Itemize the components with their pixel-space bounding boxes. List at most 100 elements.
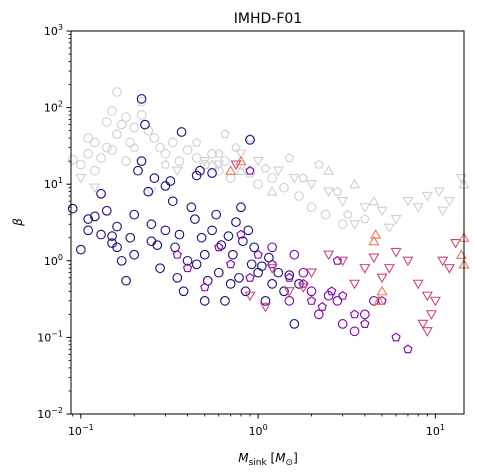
data-point xyxy=(443,197,455,207)
data-point xyxy=(289,319,300,329)
data-point xyxy=(390,214,402,225)
data-point xyxy=(313,309,324,320)
data-point xyxy=(317,302,327,311)
data-point xyxy=(116,255,127,266)
data-point xyxy=(129,122,140,133)
data-point xyxy=(83,148,94,159)
tick-label: 10−1 xyxy=(68,423,94,438)
data-point xyxy=(323,250,335,261)
data-point xyxy=(96,229,106,240)
data-point xyxy=(237,236,248,247)
data-point xyxy=(96,188,106,199)
data-point xyxy=(220,129,230,139)
data-point xyxy=(306,286,317,297)
data-point xyxy=(253,249,263,259)
data-point xyxy=(213,160,225,171)
data-point xyxy=(172,272,183,283)
data-point xyxy=(155,142,165,153)
data-point xyxy=(402,197,414,207)
data-point xyxy=(245,134,255,145)
y-axis-title: β xyxy=(11,218,25,227)
data-point xyxy=(359,203,371,213)
data-point xyxy=(186,202,197,213)
data-point xyxy=(211,209,222,220)
data-point xyxy=(101,205,112,216)
data-point xyxy=(67,154,78,165)
data-point xyxy=(176,127,187,137)
data-point xyxy=(107,238,117,248)
data-point xyxy=(101,142,112,153)
data-point xyxy=(421,191,433,202)
data-point xyxy=(121,112,131,123)
tick-label: 102 xyxy=(44,100,63,115)
data-point xyxy=(298,267,309,278)
data-point xyxy=(249,242,260,253)
data-point xyxy=(298,173,309,183)
data-point xyxy=(349,220,361,230)
data-point xyxy=(298,278,309,288)
data-point xyxy=(155,263,165,274)
data-point xyxy=(376,273,388,284)
data-point xyxy=(136,96,147,107)
data-point xyxy=(253,179,263,190)
data-point xyxy=(368,253,380,264)
data-point xyxy=(231,142,241,152)
data-point xyxy=(260,163,271,173)
data-point xyxy=(279,182,289,193)
data-point xyxy=(368,235,380,246)
data-point xyxy=(90,137,100,148)
x-axis-title: Msink [M⊙] xyxy=(238,451,298,468)
tick-label: 100 xyxy=(44,253,63,268)
data-point xyxy=(359,264,371,274)
data-point xyxy=(360,214,370,224)
data-point xyxy=(337,319,348,329)
data-point xyxy=(421,291,433,302)
data-point xyxy=(267,173,278,183)
data-point xyxy=(220,296,230,306)
data-point xyxy=(231,217,241,227)
data-point xyxy=(112,221,122,232)
data-point xyxy=(260,296,271,306)
data-point xyxy=(235,165,247,175)
data-point xyxy=(240,286,251,297)
data-point xyxy=(450,238,462,249)
data-point xyxy=(90,211,100,222)
data-point xyxy=(178,286,189,297)
data-point xyxy=(437,206,449,217)
data-point xyxy=(174,156,185,166)
data-point xyxy=(266,264,278,274)
data-point xyxy=(146,219,157,230)
data-point xyxy=(284,153,294,162)
data-point xyxy=(305,268,318,279)
data-point xyxy=(190,214,200,224)
data-point xyxy=(167,196,178,207)
data-point xyxy=(332,186,343,196)
data-point xyxy=(390,247,402,258)
plot-area xyxy=(71,31,464,414)
data-point xyxy=(306,202,317,213)
data-point xyxy=(107,145,117,155)
data-point xyxy=(267,279,278,289)
data-point xyxy=(320,209,331,220)
data-point xyxy=(143,125,154,136)
data-point xyxy=(83,214,94,224)
data-point xyxy=(160,181,171,191)
data-point xyxy=(236,202,246,213)
data-point xyxy=(191,170,202,181)
data-point xyxy=(246,259,257,270)
data-point xyxy=(125,232,136,243)
data-point xyxy=(143,186,154,197)
data-point xyxy=(284,272,294,282)
data-point xyxy=(235,149,247,160)
data-point xyxy=(96,153,106,163)
data-point xyxy=(323,165,335,175)
data-point xyxy=(199,296,210,306)
data-point xyxy=(245,272,255,282)
data-point xyxy=(376,285,388,296)
data-point xyxy=(383,264,395,274)
tick-label: 10−1 xyxy=(37,329,63,344)
data-point xyxy=(89,183,101,194)
data-point xyxy=(412,279,424,290)
data-point xyxy=(182,263,193,273)
data-point xyxy=(368,195,380,206)
